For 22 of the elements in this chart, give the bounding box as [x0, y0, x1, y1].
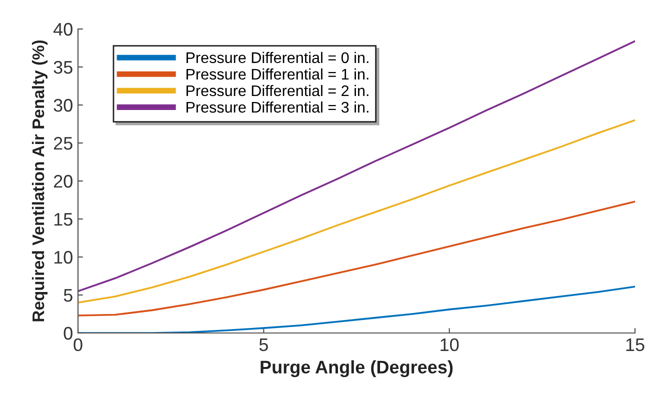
- x-tick-label: 5: [259, 338, 268, 352]
- y-tick-label: 5: [64, 289, 72, 302]
- y-tick-label: 25: [54, 136, 72, 150]
- y-tick-label: 35: [54, 60, 72, 74]
- legend-label: Pressure Differential = 3 in.: [186, 101, 368, 113]
- legend-label: Pressure Differential = 2 in.: [186, 84, 368, 96]
- x-tick-label: 0: [74, 338, 82, 352]
- y-tick-label: 0: [64, 326, 72, 340]
- y-tick-label: 20: [54, 174, 72, 188]
- x-tick-label: 10: [440, 338, 459, 352]
- y-tick-label: 40: [53, 22, 72, 36]
- line-series: [78, 200, 635, 316]
- y-tick-label: 10: [54, 250, 72, 264]
- line-series: [78, 119, 635, 304]
- legend-label: Pressure Differential = 1 in.: [186, 68, 368, 80]
- y-tick-label: 15: [54, 213, 72, 226]
- y-axis-title: Required Ventilation Air Penalty (%): [32, 40, 48, 322]
- x-axis-title: Purge Angle (Degrees): [260, 360, 453, 378]
- line-series: [78, 40, 635, 292]
- x-tick-label: 15: [626, 338, 644, 352]
- legend-label: Pressure Differential = 0 in.: [186, 52, 368, 64]
- y-tick-label: 30: [54, 98, 72, 112]
